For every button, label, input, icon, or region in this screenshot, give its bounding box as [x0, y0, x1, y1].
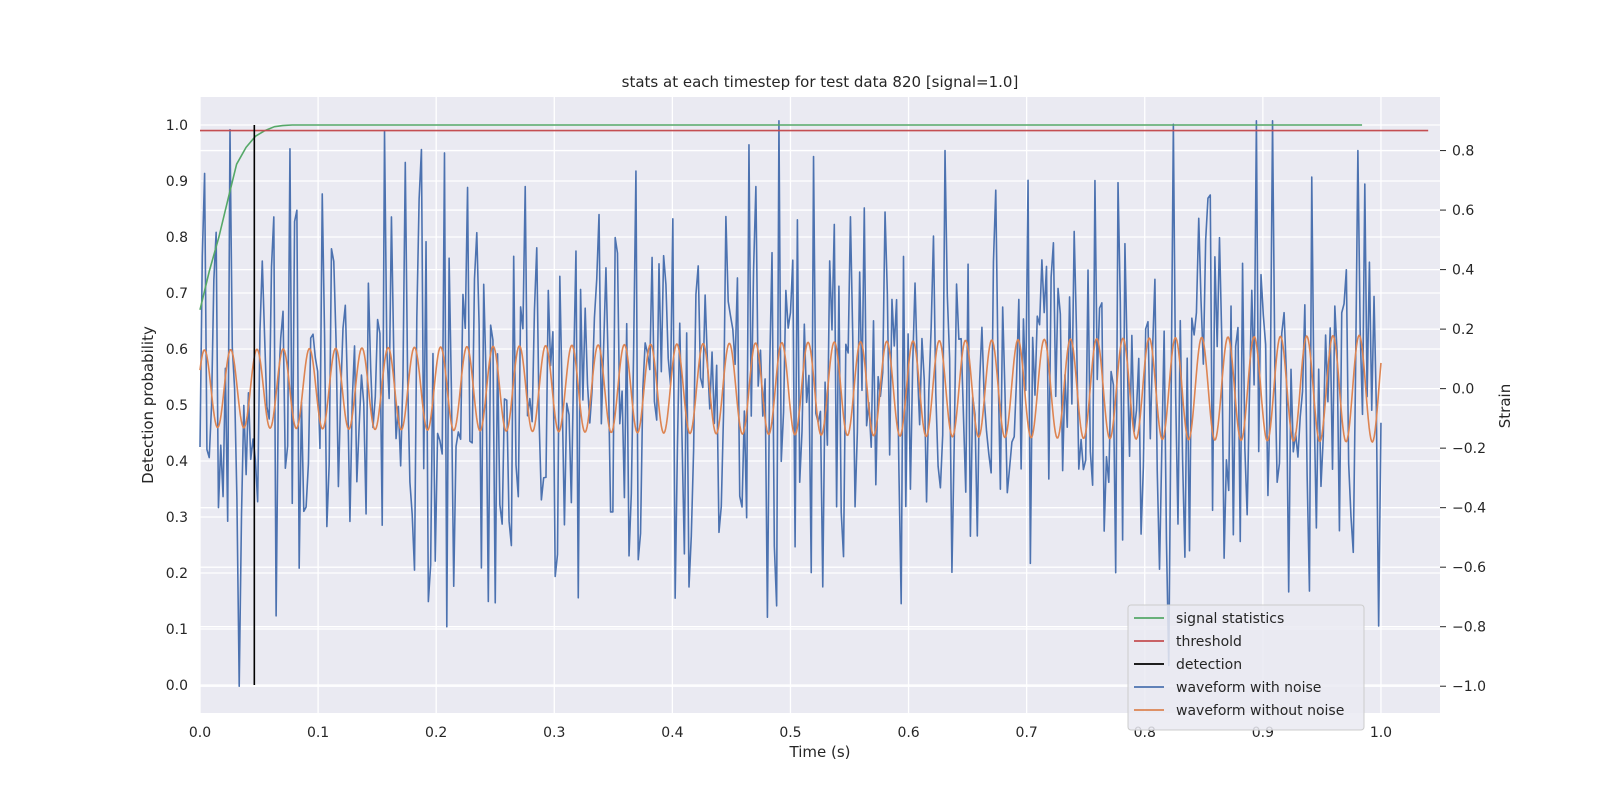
y-tick-label: 0.2 — [166, 566, 188, 582]
chart-title: stats at each timestep for test data 820… — [622, 73, 1019, 91]
y-tick-label: 0.5 — [166, 398, 188, 414]
legend-entry: threshold — [1176, 634, 1242, 650]
y-tick-label: 0.6 — [166, 342, 188, 358]
y2-tick-label: −0.2 — [1452, 441, 1486, 457]
y2-tick-label: 0.2 — [1452, 322, 1474, 338]
y2-tick-label: 0.8 — [1452, 144, 1474, 160]
x-tick-label: 0.3 — [543, 725, 565, 741]
y-tick-label: 0.0 — [166, 678, 188, 694]
y2-tick-label: −0.8 — [1452, 620, 1486, 636]
x-tick-label: 0.4 — [661, 725, 683, 741]
legend: signal statistics threshold detection wavef… — [1127, 604, 1365, 731]
y2-tick-label: 0.0 — [1452, 382, 1474, 398]
y2-tick-label: −0.6 — [1452, 560, 1486, 576]
x-tick-label: 0.6 — [897, 725, 919, 741]
ticks: 0.0 0.1 0.2 0.3 0.4 0.5 0.6 0.7 0.8 0.9 1.0 0.0 0.1 0… — [166, 118, 1486, 741]
y-tick-label: 1.0 — [166, 118, 188, 134]
x-axis-label: Time (s) — [789, 743, 851, 761]
series-signal-statistics — [199, 124, 1363, 310]
y-tick-label: 0.1 — [166, 622, 188, 638]
x-tick-label: 0.1 — [307, 725, 329, 741]
y-tick-label: 0.4 — [166, 454, 188, 470]
x-tick-label: 0.2 — [425, 725, 447, 741]
series-layer — [199, 120, 1429, 688]
x-tick-label: 0.7 — [1016, 725, 1038, 741]
x-tick-label: 0.5 — [779, 725, 801, 741]
y-tick-label: 0.8 — [166, 230, 188, 246]
x-tick-label: 0.0 — [189, 725, 211, 741]
y-axis-label: Detection probability — [139, 326, 157, 484]
y2-tick-label: 0.4 — [1452, 263, 1474, 279]
y2-tick-label: 0.6 — [1452, 203, 1474, 219]
y2-tick-label: −0.4 — [1452, 501, 1486, 517]
series-waveform-with-noise — [199, 120, 1382, 688]
y2-tick-label: −1.0 — [1452, 679, 1486, 695]
legend-entry: waveform with noise — [1176, 680, 1321, 696]
legend-entry: waveform without noise — [1176, 703, 1344, 719]
y-tick-label: 0.9 — [166, 174, 188, 190]
x-tick-label: 1.0 — [1370, 725, 1392, 741]
legend-entry: signal statistics — [1176, 611, 1284, 627]
y2-axis-label: Strain — [1496, 384, 1514, 428]
legend-entry: detection — [1176, 657, 1242, 673]
y-tick-label: 0.7 — [166, 286, 188, 302]
legend-box — [1127, 604, 1365, 731]
y-tick-label: 0.3 — [166, 510, 188, 526]
series-waveform-without-noise — [199, 334, 1382, 443]
